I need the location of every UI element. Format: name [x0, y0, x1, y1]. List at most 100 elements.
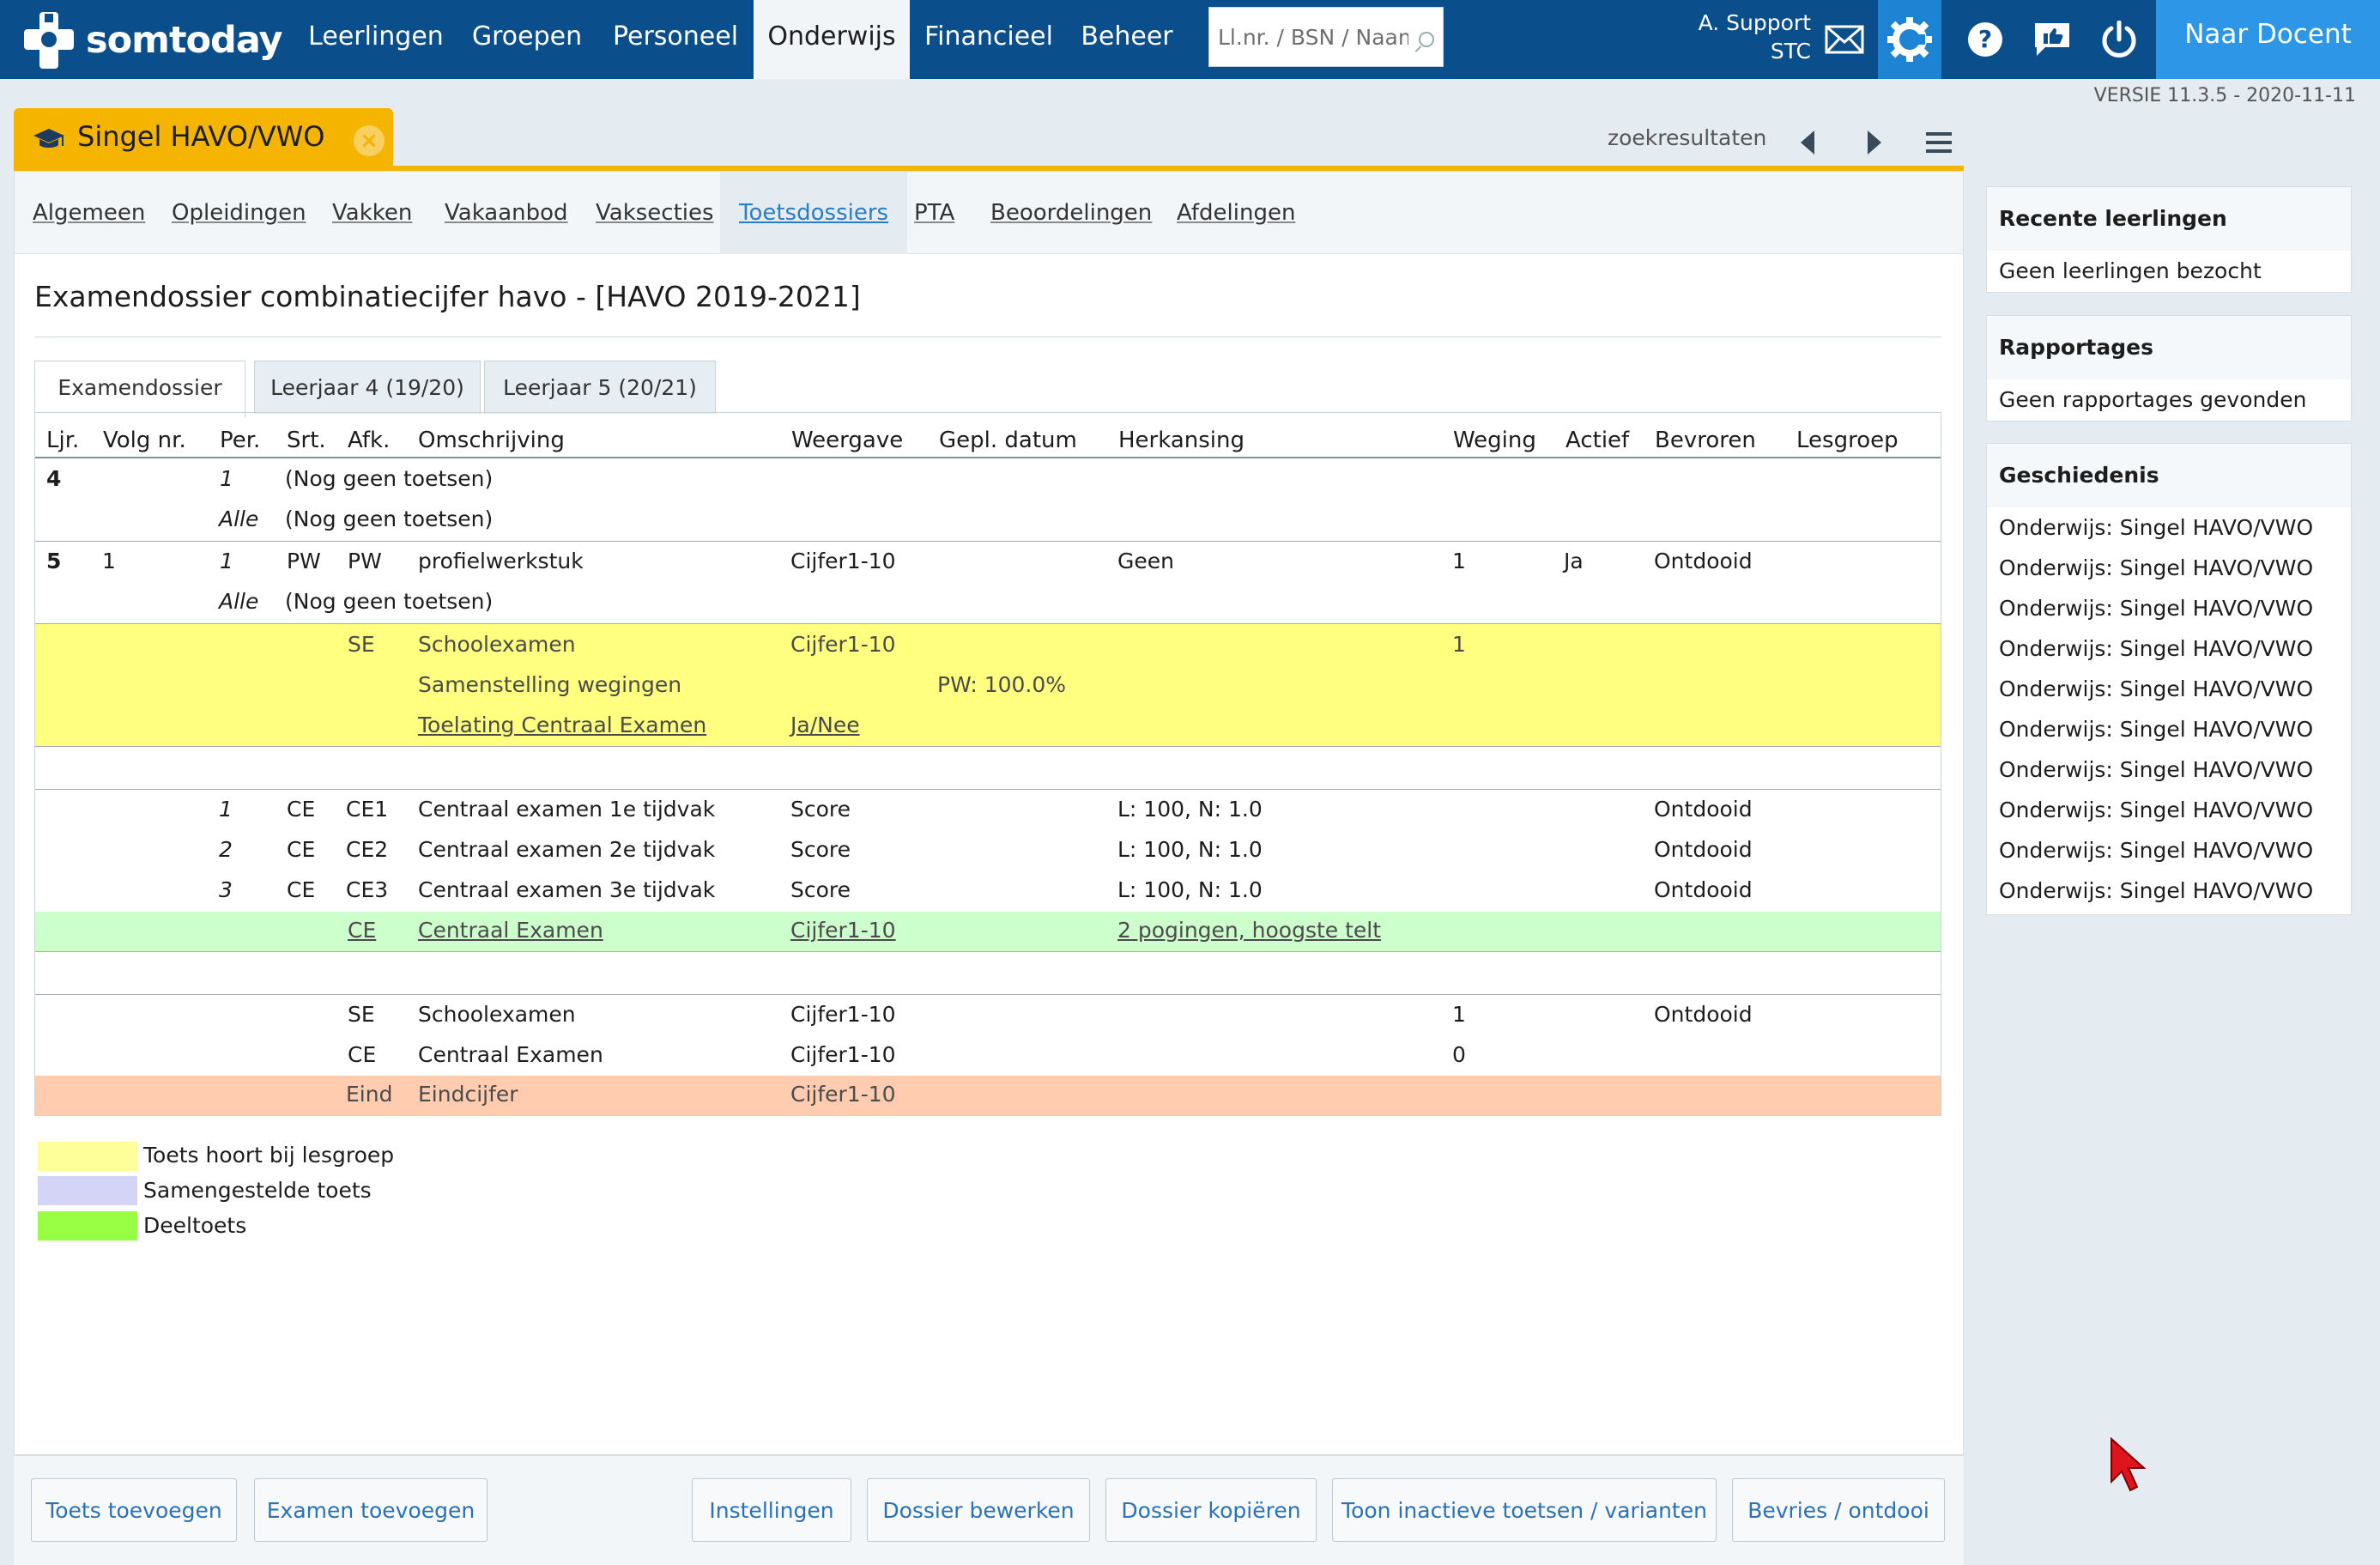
- examen-toevoegen-button[interactable]: Examen toevoegen: [254, 1478, 488, 1542]
- subtab-opleidingen[interactable]: Opleidingen: [172, 200, 306, 226]
- tab-leerjaar-4[interactable]: Leerjaar 4 (19/20): [254, 361, 481, 414]
- subtab-afdelingen[interactable]: Afdelingen: [1177, 200, 1296, 226]
- tab-examendossier[interactable]: Examendossier: [34, 361, 245, 417]
- cell-afk: CE2: [346, 837, 389, 862]
- subtab-vakaanbod[interactable]: Vakaanbod: [445, 200, 568, 226]
- sub-navigation: Algemeen Opleidingen Vakken Vakaanbod Va…: [15, 172, 1963, 254]
- nav-financieel[interactable]: Financieel: [924, 21, 1053, 52]
- nav-onderwijs[interactable]: Onderwijs: [754, 0, 910, 79]
- nav-leerlingen[interactable]: Leerlingen: [308, 21, 444, 52]
- ja-nee-link[interactable]: Ja/Nee: [790, 713, 860, 737]
- next-result-arrow-icon[interactable]: [1856, 127, 1890, 158]
- nav-groepen[interactable]: Groepen: [471, 21, 583, 52]
- search-box[interactable]: [1208, 7, 1444, 67]
- subtab-algemeen[interactable]: Algemeen: [33, 200, 146, 226]
- geschiedenis-item[interactable]: Onderwijs: Singel HAVO/VWO: [1999, 878, 2314, 903]
- cell-herkansing: L: 100, N: 1.0: [1117, 877, 1263, 902]
- legend-swatch-lesgroep: [38, 1142, 137, 1171]
- previous-result-arrow-icon[interactable]: [1792, 127, 1826, 158]
- cell-weergave: Cijfer1-10: [790, 549, 896, 573]
- cell-srt: PW: [287, 549, 321, 573]
- geschiedenis-item[interactable]: Onderwijs: Singel HAVO/VWO: [1999, 596, 2314, 621]
- toelating-centraal-examen-link[interactable]: Toelating Centraal Examen: [418, 713, 707, 737]
- brand-name: somtoday: [86, 19, 283, 62]
- geschiedenis-card: Geschiedenis Onderwijs: Singel HAVO/VWO …: [1986, 443, 2352, 915]
- cell-bevroren: Ontdooid: [1654, 1002, 1753, 1027]
- herkansing-link[interactable]: 2 pogingen, hoogste telt: [1117, 918, 1382, 943]
- svg-text:?: ?: [1978, 25, 1992, 53]
- cell-srt: CE: [287, 877, 316, 902]
- subtab-pta[interactable]: PTA: [914, 200, 955, 226]
- cell-omschrijving: Samenstelling wegingen: [418, 672, 682, 697]
- table-row[interactable]: Toelating Centraal Examen Ja/Nee: [35, 710, 1941, 746]
- geschiedenis-item[interactable]: Onderwijs: Singel HAVO/VWO: [1999, 838, 2314, 863]
- mail-icon[interactable]: [1813, 0, 1876, 79]
- ce-afk-link[interactable]: CE: [348, 918, 377, 943]
- cell-weergave: Cijfer1-10: [790, 1002, 896, 1027]
- subtab-beoordelingen[interactable]: Beoordelingen: [990, 200, 1153, 226]
- subtab-vaksecties[interactable]: Vaksecties: [596, 200, 714, 226]
- cell-per: 1: [220, 549, 233, 573]
- feedback-thumbs-up-icon[interactable]: [2020, 0, 2084, 79]
- centraal-examen-link[interactable]: Centraal Examen: [418, 918, 603, 943]
- cell-omschrijving[interactable]: Centraal examen 3e tijdvak: [418, 877, 716, 902]
- nav-beheer[interactable]: Beheer: [1081, 21, 1173, 52]
- dossier-kopieren-button[interactable]: Dossier kopiëren: [1105, 1478, 1317, 1542]
- search-input[interactable]: [1209, 8, 1443, 66]
- column-header-srt: Srt.: [287, 428, 326, 453]
- cell-ljr: 4: [46, 466, 62, 491]
- geschiedenis-item[interactable]: Onderwijs: Singel HAVO/VWO: [1999, 676, 2314, 701]
- cell-herkansing: L: 100, N: 1.0: [1117, 837, 1263, 862]
- geschiedenis-item[interactable]: Onderwijs: Singel HAVO/VWO: [1999, 515, 2314, 540]
- toets-toevoegen-button[interactable]: Toets toevoegen: [31, 1478, 237, 1542]
- toetsdossier-table: [34, 412, 1941, 1116]
- cell-omschrijving[interactable]: Centraal examen 2e tijdvak: [418, 837, 716, 862]
- cell-omschrijving: Eindcijfer: [418, 1082, 518, 1107]
- tab-underline: [14, 166, 1964, 171]
- cell-weging: 1: [1452, 632, 1466, 657]
- row-divider: [35, 789, 1941, 790]
- dossier-bewerken-button[interactable]: Dossier bewerken: [867, 1478, 1090, 1542]
- toon-inactieve-button[interactable]: Toon inactieve toetsen / varianten: [1332, 1478, 1717, 1542]
- geschiedenis-item[interactable]: Onderwijs: Singel HAVO/VWO: [1999, 636, 2314, 661]
- cell-omschrijving: Centraal Examen: [418, 1042, 603, 1067]
- subtab-toetsdossiers[interactable]: Toetsdossiers: [720, 172, 908, 254]
- cell-weging: 1: [1452, 549, 1466, 573]
- cell-omschrijving[interactable]: Centraal examen 1e tijdvak: [418, 797, 716, 822]
- column-header-herkansing: Herkansing: [1118, 428, 1245, 453]
- cell-omschrijving[interactable]: profielwerkstuk: [418, 549, 584, 573]
- bevries-ontdooi-button[interactable]: Bevries / ontdooi: [1732, 1478, 1945, 1542]
- table-row: Alle (Nog geen toetsen): [35, 586, 1941, 624]
- geschiedenis-item[interactable]: Onderwijs: Singel HAVO/VWO: [1999, 717, 2314, 742]
- cell-afk: SE: [348, 1002, 375, 1027]
- table-row[interactable]: 1 CE CE1 Centraal examen 1e tijdvak Scor…: [35, 794, 1941, 834]
- somtoday-logo[interactable]: somtoday: [24, 7, 307, 74]
- nav-personeel[interactable]: Personeel: [612, 21, 739, 52]
- cell-bevroren: Ontdooid: [1654, 837, 1753, 862]
- legend-label: Samengestelde toets: [143, 1178, 372, 1203]
- logo-icon: [24, 12, 74, 69]
- zoekresultaten-label: zoekresultaten: [1608, 125, 1767, 150]
- settings-gear-icon[interactable]: [1878, 0, 1941, 79]
- geschiedenis-item[interactable]: Onderwijs: Singel HAVO/VWO: [1999, 757, 2314, 782]
- cell-weging: 1: [1452, 1002, 1466, 1027]
- row-divider: [35, 623, 1941, 624]
- geschiedenis-item[interactable]: Onderwijs: Singel HAVO/VWO: [1999, 555, 2314, 580]
- user-info: A. Support STC: [1682, 9, 1811, 65]
- table-row[interactable]: 5 1 1 PW PW profielwerkstuk Cijfer1-10 G…: [35, 546, 1941, 585]
- document-tab[interactable]: Singel HAVO/VWO ×: [14, 108, 393, 168]
- table-row[interactable]: CE Centraal Examen Cijfer1-10 2 pogingen…: [35, 915, 1941, 951]
- table-row[interactable]: 2 CE CE2 Centraal examen 2e tijdvak Scor…: [35, 834, 1941, 874]
- tab-leerjaar-5[interactable]: Leerjaar 5 (20/21): [484, 361, 716, 414]
- logout-power-icon[interactable]: [2087, 0, 2151, 79]
- help-icon[interactable]: ?: [1953, 0, 2017, 79]
- instellingen-button[interactable]: Instellingen: [692, 1478, 851, 1542]
- cell-afk: PW: [348, 549, 382, 573]
- cijfer-weergave-link[interactable]: Cijfer1-10: [790, 918, 896, 943]
- table-row[interactable]: 3 CE CE3 Centraal examen 3e tijdvak Scor…: [35, 875, 1941, 913]
- hamburger-menu-icon[interactable]: [1921, 127, 1957, 158]
- naar-docent-button[interactable]: Naar Docent: [2156, 0, 2380, 79]
- subtab-vakken[interactable]: Vakken: [332, 200, 413, 226]
- geschiedenis-item[interactable]: Onderwijs: Singel HAVO/VWO: [1999, 798, 2314, 822]
- close-tab-icon[interactable]: ×: [354, 125, 385, 156]
